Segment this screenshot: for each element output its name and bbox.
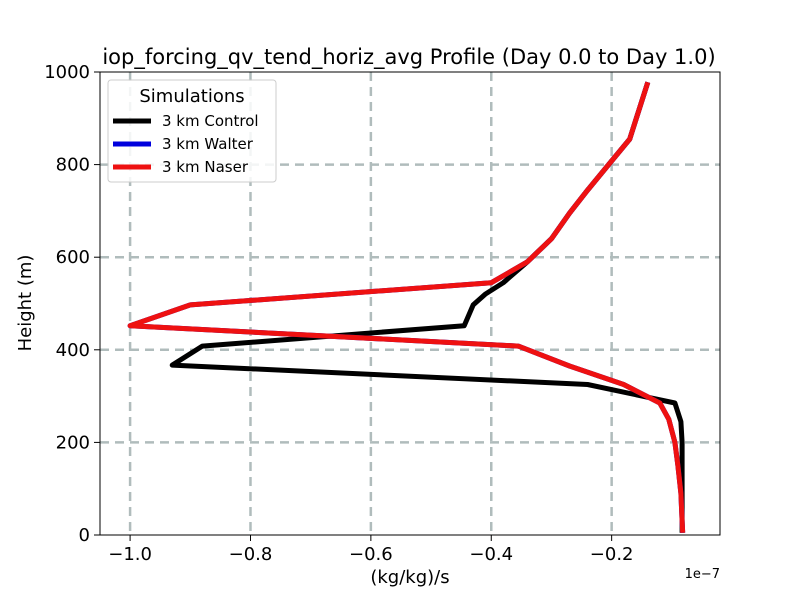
legend-label-3-km-control: 3 km Control xyxy=(162,112,259,130)
y-tick-label: 200 xyxy=(56,432,90,453)
y-tick-label: 1000 xyxy=(44,62,90,83)
x-tick-label: −0.8 xyxy=(229,544,273,565)
legend-items: 3 km Control 3 km Walter 3 km Naser xyxy=(113,112,259,176)
y-axis-label: Height (m) xyxy=(15,255,36,352)
x-axis-offset-label: 1e−7 xyxy=(685,567,720,582)
y-tick-label: 0 xyxy=(79,525,90,546)
x-axis-label: (kg/kg)/s xyxy=(370,567,449,588)
plot-frame xyxy=(99,71,721,536)
y-axis-ticks: 0 200 400 600 800 1000 xyxy=(44,62,100,546)
y-tick-label: 600 xyxy=(56,247,90,268)
x-tick-label: −1.0 xyxy=(108,544,152,565)
legend-box xyxy=(107,79,277,183)
legend-label-3-km-naser: 3 km Naser xyxy=(162,158,249,176)
x-tick-label: −0.2 xyxy=(590,544,634,565)
legend-title: Simulations xyxy=(139,86,244,107)
y-tick-label: 400 xyxy=(56,340,90,361)
x-axis-ticks: −1.0 −0.8 −0.6 −0.4 −0.2 xyxy=(108,535,634,565)
x-tick-label: −0.4 xyxy=(469,544,513,565)
legend-label-3-km-walter: 3 km Walter xyxy=(162,135,254,153)
series-line-3-km-naser xyxy=(127,81,686,533)
x-tick-label: −0.6 xyxy=(349,544,393,565)
y-tick-label: 800 xyxy=(56,155,90,176)
series-lines xyxy=(127,81,686,533)
chart-title: iop_forcing_qv_tend_horiz_avg Profile (D… xyxy=(102,45,715,70)
